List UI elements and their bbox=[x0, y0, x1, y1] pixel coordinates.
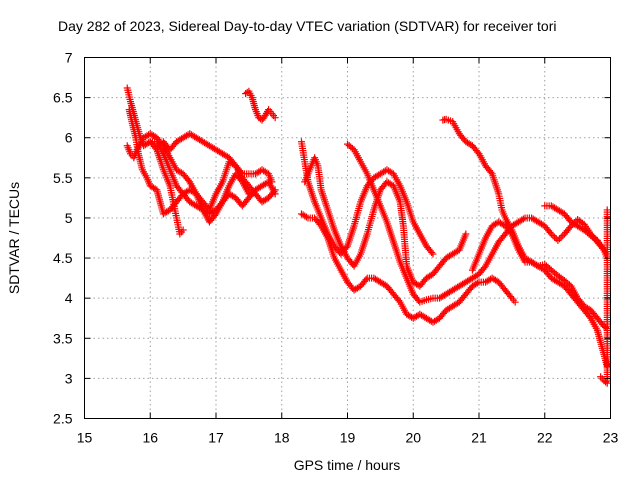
data-points bbox=[123, 84, 611, 387]
data-point bbox=[473, 279, 481, 287]
data-point bbox=[462, 230, 470, 238]
x-tick-label: 16 bbox=[142, 430, 158, 446]
data-point bbox=[602, 378, 610, 386]
data-point bbox=[474, 148, 482, 156]
data-point bbox=[602, 323, 610, 331]
series-track-f bbox=[242, 87, 279, 124]
data-point bbox=[554, 236, 562, 244]
x-tick-label: 15 bbox=[77, 430, 93, 446]
series-track-e bbox=[159, 130, 276, 186]
data-point bbox=[547, 230, 555, 238]
axis-ticks: 15 16 17 18 19 20 21 22 23 2.5 3 3.5 4 4.5 5 5.5 6 6.5 7 bbox=[53, 50, 618, 446]
y-tick-label: 5 bbox=[65, 210, 73, 226]
data-point bbox=[395, 297, 403, 305]
data-point bbox=[507, 293, 515, 301]
data-point bbox=[145, 139, 153, 147]
data-point bbox=[519, 215, 527, 223]
data-point bbox=[487, 168, 495, 176]
data-point bbox=[184, 176, 192, 184]
x-tick-label: 21 bbox=[471, 430, 487, 446]
data-point bbox=[549, 232, 557, 240]
data-point bbox=[302, 213, 310, 221]
x-tick-label: 20 bbox=[405, 430, 421, 446]
data-point bbox=[271, 114, 279, 122]
data-point bbox=[362, 276, 370, 284]
series-track-j bbox=[301, 154, 470, 290]
y-tick-label: 4 bbox=[65, 290, 73, 306]
data-point bbox=[179, 226, 187, 234]
y-tick-label: 7 bbox=[65, 50, 73, 66]
data-point bbox=[592, 235, 600, 243]
series-track-d bbox=[146, 138, 187, 238]
data-point bbox=[511, 298, 519, 306]
x-tick-label: 17 bbox=[208, 430, 224, 446]
y-tick-label: 6 bbox=[65, 130, 73, 146]
data-point bbox=[546, 228, 554, 236]
x-tick-label: 19 bbox=[340, 430, 356, 446]
data-point bbox=[211, 212, 219, 220]
series-track-i bbox=[297, 210, 519, 326]
y-tick-label: 2.5 bbox=[53, 411, 73, 427]
x-tick-label: 23 bbox=[603, 430, 619, 446]
chart-title: Day 282 of 2023, Sidereal Day-to-day VTE… bbox=[58, 18, 557, 34]
data-point bbox=[557, 233, 565, 241]
x-tick-label: 22 bbox=[537, 430, 553, 446]
y-tick-label: 3.5 bbox=[53, 330, 73, 346]
data-point bbox=[480, 264, 488, 272]
data-point bbox=[603, 206, 611, 214]
data-point bbox=[237, 168, 245, 176]
data-point bbox=[556, 235, 564, 243]
series-track-n bbox=[541, 202, 611, 258]
series-track-g bbox=[212, 178, 279, 214]
data-point bbox=[152, 144, 160, 152]
data-point bbox=[429, 250, 437, 258]
data-point bbox=[507, 228, 515, 236]
y-tick-label: 3 bbox=[65, 370, 73, 386]
data-point bbox=[551, 233, 559, 241]
data-point bbox=[428, 248, 436, 256]
data-point bbox=[566, 224, 574, 232]
y-tick-label: 5.5 bbox=[53, 170, 73, 186]
series-track-o bbox=[597, 206, 611, 387]
data-point bbox=[585, 313, 593, 321]
y-tick-label: 6.5 bbox=[53, 90, 73, 106]
data-point bbox=[316, 220, 324, 228]
x-tick-label: 18 bbox=[274, 430, 290, 446]
data-point bbox=[559, 232, 567, 240]
series-track-m bbox=[468, 218, 611, 333]
data-point bbox=[414, 281, 422, 289]
x-axis-label: GPS time / hours bbox=[294, 457, 401, 473]
series-track-b bbox=[125, 106, 253, 226]
y-tick-label: 4.5 bbox=[53, 250, 73, 266]
data-point bbox=[271, 190, 279, 198]
series-track-l bbox=[439, 115, 611, 370]
series-track-k bbox=[344, 140, 611, 306]
y-axis-label: SDTVAR / TECUs bbox=[6, 182, 22, 294]
